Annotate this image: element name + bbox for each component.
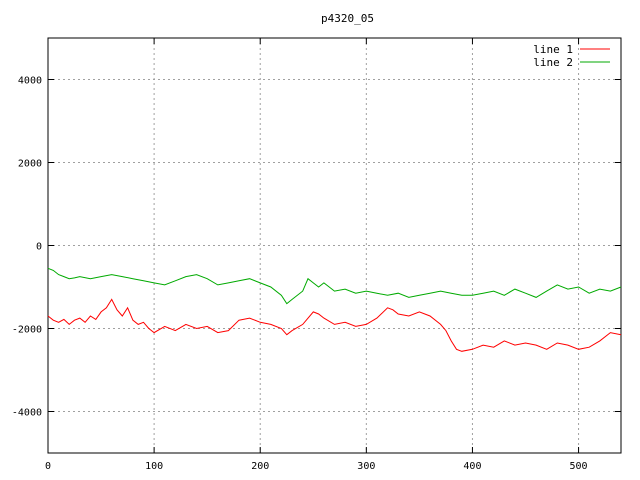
legend-label: line 1 (533, 43, 573, 56)
x-tick-label: 0 (45, 461, 51, 472)
legend-label: line 2 (533, 56, 573, 69)
x-tick-label: 500 (570, 461, 588, 472)
axis-ticks: 0 100 200 300 400 500 -4000 -2000 0 2000 4000 (12, 38, 621, 472)
y-tick-label: 0 (36, 242, 42, 253)
x-tick-label: 200 (251, 461, 269, 472)
y-tick-label: -2000 (12, 325, 42, 336)
y-tick-label: 2000 (18, 159, 42, 170)
chart-title: p4320_05 (321, 12, 374, 25)
y-tick-label: -4000 (12, 408, 42, 419)
x-tick-label: 400 (463, 461, 481, 472)
series-group (47, 267, 622, 352)
grid (48, 38, 621, 453)
x-tick-label: 300 (357, 461, 375, 472)
series-line-2 (47, 267, 622, 305)
y-tick-label: 4000 (18, 76, 42, 87)
series-line-1 (47, 298, 622, 352)
x-tick-label: 100 (145, 461, 163, 472)
